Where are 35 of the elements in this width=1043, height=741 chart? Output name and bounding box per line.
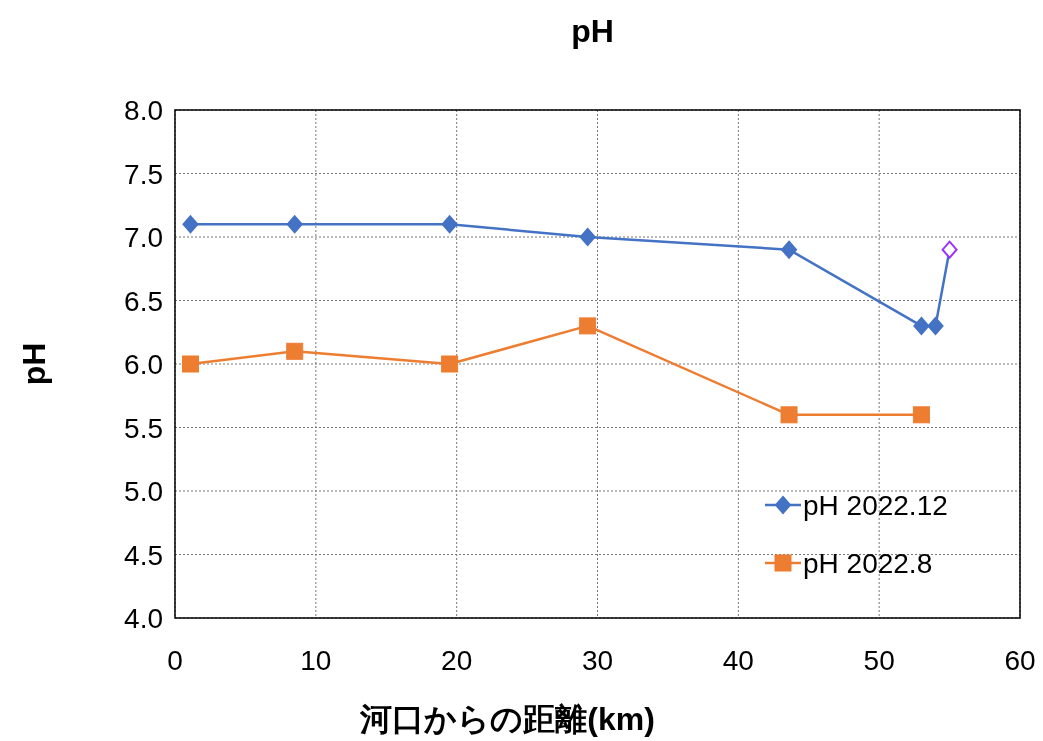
y-tick-label: 5.5 [124,412,163,444]
y-tick-label: 4.0 [124,603,163,634]
y-axis-title: pH [16,342,52,386]
y-tick-label: 6.0 [124,349,163,380]
legend-label: pH 2022.12 [803,490,948,521]
x-tick-label: 10 [300,645,332,676]
point [182,215,199,234]
y-tick-label: 6.5 [124,285,163,317]
point [781,240,798,259]
point [441,215,458,234]
point [912,406,930,424]
x-tick-label: 40 [722,645,754,676]
point [441,355,459,373]
chart-title: pH [571,13,614,49]
x-tick-label: 50 [863,645,895,676]
x-tick-label: 60 [1004,645,1036,676]
x-axis-title: 河口からの距離(km) [359,701,655,737]
y-tick-label: 7.0 [124,222,163,253]
y-tick-label: 5.0 [124,476,163,507]
y-tick-label: 4.5 [124,539,163,571]
point [286,342,304,360]
point [913,316,930,335]
x-tick-label: 20 [441,645,473,676]
point [579,317,597,335]
point [941,240,958,259]
point [780,406,798,424]
point [286,215,303,234]
point [927,316,944,335]
x-tick-label: 30 [581,645,614,676]
x-tick-label: 0 [167,645,183,676]
y-tick-label: 7.5 [124,158,163,190]
point [579,228,596,246]
point [181,355,199,373]
legend-label: pH 2022.8 [803,548,933,579]
y-tick-label: 8.0 [124,95,163,126]
